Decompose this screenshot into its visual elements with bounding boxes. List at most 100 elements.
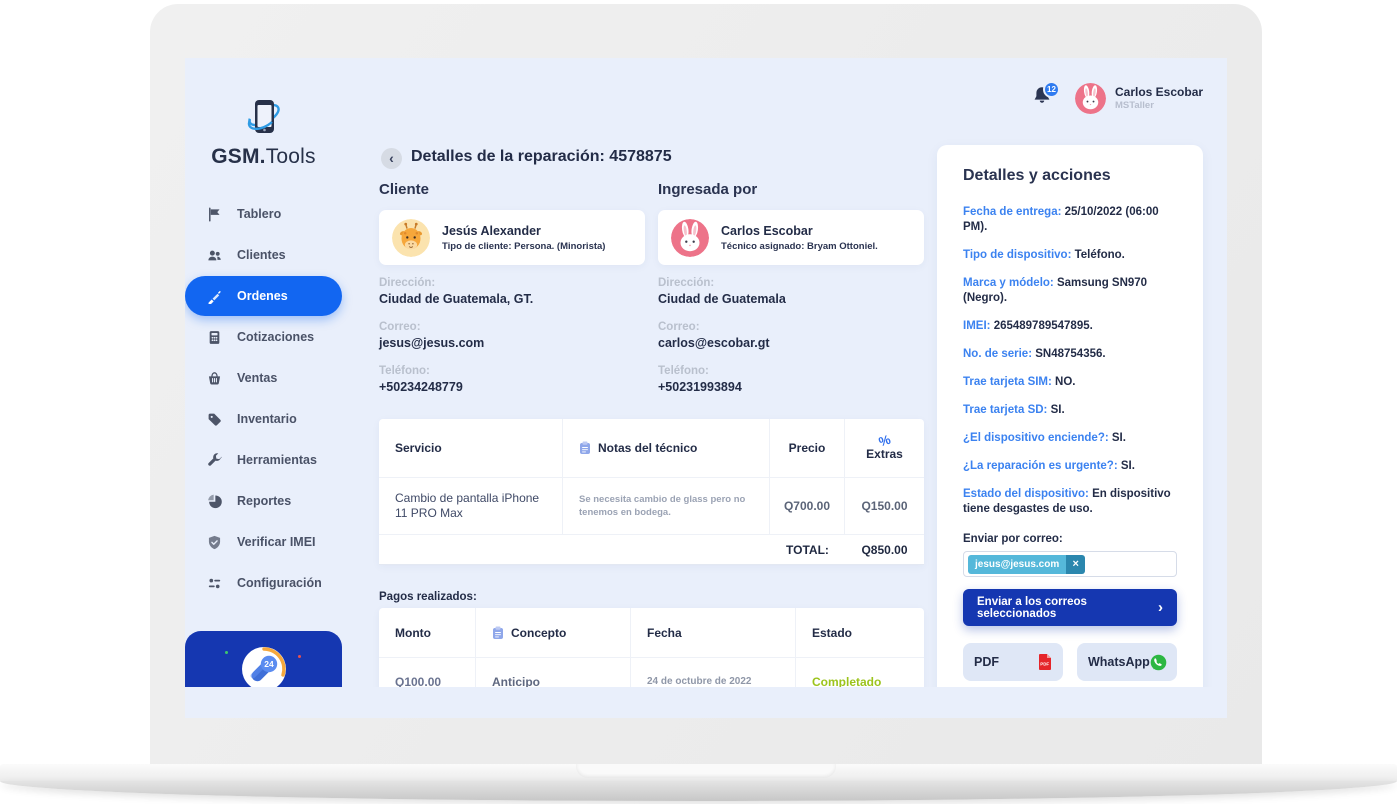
- page-title: Detalles de la reparación: 4578875: [411, 148, 672, 165]
- table-row: Q100.00 Anticipo 24 de octubre de 2022 C…: [379, 658, 924, 687]
- entered-by-address: Ciudad de Guatemala: [658, 292, 786, 306]
- whatsapp-button[interactable]: WhatsApp: [1077, 643, 1177, 681]
- support-24h-card[interactable]: 24: [185, 631, 342, 687]
- sidebar-item-label: Configuración: [237, 576, 322, 590]
- sidebar-item-label: Inventario: [237, 412, 297, 426]
- sidebar-item-ordenes[interactable]: Ordenes: [185, 276, 342, 316]
- sidebar-item-inventario[interactable]: Inventario: [185, 399, 342, 439]
- sidebar-item-verificar-imei[interactable]: Verificar IMEI: [185, 522, 342, 562]
- payment-status-badge: Completado: [812, 674, 882, 688]
- payment-concept: Anticipo: [476, 658, 631, 687]
- user-name: Carlos Escobar: [1115, 85, 1204, 99]
- service-price: Q700.00: [770, 478, 845, 534]
- send-emails-button[interactable]: Enviar a los correos seleccionados ›: [963, 589, 1177, 626]
- client-phone: +50234248779: [379, 380, 463, 394]
- entered-by-name: Carlos Escobar: [721, 223, 813, 238]
- sidebar-item-cotizaciones[interactable]: Cotizaciones: [185, 317, 342, 357]
- pie-chart-icon: [207, 494, 222, 509]
- pdf-button[interactable]: PDF PDF: [963, 643, 1063, 681]
- user-organization: MSTaller: [1115, 100, 1154, 111]
- bunny-avatar-icon: [671, 218, 709, 257]
- services-total-row: TOTAL: Q850.00: [379, 535, 924, 565]
- email-label: Correo:: [379, 321, 421, 333]
- sidebar-item-label: Ordenes: [237, 289, 288, 303]
- client-card-text: Jesús Alexander Tipo de cliente: Persona…: [442, 224, 605, 252]
- services-table: Servicio Notas del técnico Precio % Extr…: [379, 419, 924, 565]
- extras-column-header: % Extras: [866, 431, 903, 461]
- sidebar-item-tablero[interactable]: Tablero: [185, 194, 342, 234]
- detail-field: IMEI: 265489789547895.: [963, 320, 1093, 332]
- detail-field: Marca y módelo: Samsung SN970 (Negro).: [963, 277, 1148, 304]
- sidebar-item-label: Herramientas: [237, 453, 317, 467]
- table-row: Cambio de pantalla iPhone 11 PRO Max Se …: [379, 478, 924, 535]
- laptop-base-bottom: [0, 781, 1397, 801]
- screwdriver-icon: [207, 289, 222, 304]
- concept-column-header: Concepto: [476, 608, 631, 657]
- back-button[interactable]: ‹: [381, 148, 402, 169]
- sidebar-item-label: Clientes: [237, 248, 286, 262]
- service-extras: Q150.00: [861, 499, 908, 513]
- assigned-technician: Técnico asignado: Bryam Ottoniel.: [721, 240, 878, 252]
- export-buttons-row: PDF PDF WhatsApp: [963, 643, 1177, 681]
- phone-label: Teléfono:: [379, 365, 430, 377]
- entered-by-avatar: [671, 218, 709, 257]
- address-label: Dirección:: [658, 277, 715, 289]
- bunny-avatar-icon: [1075, 83, 1106, 114]
- price-column-header: Precio: [770, 419, 845, 477]
- entered-by-contact-info: Dirección: Ciudad de Guatemala Correo: c…: [658, 276, 918, 408]
- email-recipients-input[interactable]: jesus@jesus.com ×: [963, 551, 1177, 577]
- phone-logo-icon: [247, 100, 280, 133]
- user-avatar[interactable]: [1075, 83, 1106, 114]
- user-info[interactable]: Carlos Escobar MSTaller: [1115, 86, 1203, 112]
- client-address: Ciudad de Guatemala, GT.: [379, 292, 534, 306]
- client-card: Jesús Alexander Tipo de cliente: Persona…: [379, 210, 645, 265]
- date-column-header: Fecha: [631, 608, 796, 657]
- total-value: Q850.00: [861, 542, 908, 557]
- notifications-button[interactable]: 12: [1031, 81, 1065, 115]
- payment-amount: Q100.00: [379, 658, 476, 687]
- pdf-file-icon: PDF: [1038, 654, 1052, 670]
- sidebar-item-configuracion[interactable]: Configuración: [185, 563, 342, 603]
- service-name: Cambio de pantalla iPhone 11 PRO Max: [379, 478, 563, 534]
- sidebar-item-clientes[interactable]: Clientes: [185, 235, 342, 275]
- email-chip: jesus@jesus.com ×: [968, 554, 1086, 574]
- client-type: Tipo de cliente: Persona. (Minorista): [442, 240, 606, 252]
- sidebar-item-herramientas[interactable]: Herramientas: [185, 440, 342, 480]
- client-name: Jesús Alexander: [442, 223, 541, 238]
- entered-by-card-text: Carlos Escobar Técnico asignado: Bryam O…: [721, 224, 878, 252]
- sidebar-item-reportes[interactable]: Reportes: [185, 481, 342, 521]
- green-dot: [225, 651, 228, 654]
- entered-by-section-title: Ingresada por: [658, 181, 758, 198]
- payments-table: Monto Concepto Fecha Estado Q100.00 Anti…: [379, 608, 924, 687]
- address-label: Dirección:: [379, 277, 436, 289]
- close-icon[interactable]: ×: [1066, 554, 1086, 574]
- client-email: jesus@jesus.com: [379, 336, 485, 350]
- support-24h-icon: 24: [241, 647, 286, 687]
- payments-title: Pagos realizados:: [379, 591, 477, 603]
- email-chip-text: jesus@jesus.com: [968, 554, 1067, 574]
- client-avatar: [392, 218, 430, 257]
- tag-icon: [207, 412, 222, 427]
- total-label: TOTAL:: [786, 542, 829, 557]
- status-column-header: Estado: [812, 625, 853, 640]
- notification-count-badge: 12: [1043, 81, 1060, 98]
- sidebar-item-ventas[interactable]: Ventas: [185, 358, 342, 398]
- whatsapp-icon: [1150, 654, 1167, 671]
- svg-text:PDF: PDF: [1040, 662, 1049, 667]
- client-contact-info: Dirección: Ciudad de Guatemala, GT. Corr…: [379, 276, 639, 408]
- panel-title: Detalles y acciones: [963, 167, 1111, 184]
- detail-field: No. de serie: SN48754356.: [963, 348, 1106, 360]
- clipboard-icon: [580, 441, 590, 454]
- calculator-icon: [207, 330, 222, 345]
- app-content: 12 Carlos Escobar MSTaller: [185, 58, 1227, 687]
- users-icon: [207, 248, 222, 263]
- detail-field: Tipo de dispositivo: Teléfono.: [963, 249, 1125, 261]
- entered-by-phone: +50231993894: [658, 380, 742, 394]
- sidebar-item-label: Tablero: [237, 207, 282, 221]
- amount-column-header: Monto: [379, 608, 476, 657]
- detail-field: Trae tarjeta SIM: NO.: [963, 376, 1076, 388]
- back-icon: ‹: [389, 149, 394, 166]
- email-label: Correo:: [658, 321, 700, 333]
- technician-notes: Se necesita cambio de glass pero no tene…: [563, 478, 770, 534]
- chevron-right-icon: ›: [1158, 599, 1163, 616]
